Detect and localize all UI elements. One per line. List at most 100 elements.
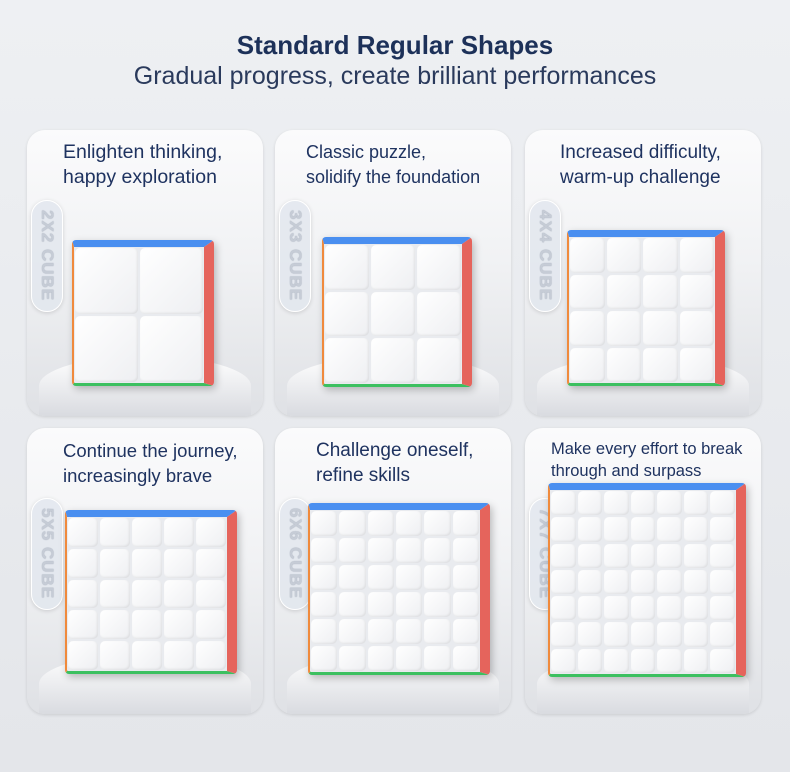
cube-2x2 [72, 240, 214, 386]
card-5x5: Continue the journey, increasingly brave… [27, 428, 263, 714]
cube-tile [452, 511, 479, 536]
cube-tile [657, 569, 682, 595]
cube-tile [424, 619, 451, 644]
cube-tile [367, 619, 394, 644]
cube-tile [164, 579, 194, 609]
cube-tile [710, 569, 735, 595]
cube-tile [396, 646, 423, 671]
cube-tile [196, 579, 226, 609]
cube-tile [630, 596, 656, 621]
cube-tile [657, 517, 682, 542]
cube-tile [371, 338, 415, 383]
cube-tile [132, 610, 162, 640]
cube-tile [452, 646, 479, 671]
cube-tile [630, 491, 656, 516]
cube-tile [683, 543, 709, 568]
cube-tile [604, 622, 629, 647]
cube-tile [577, 569, 603, 595]
cube-tile [100, 579, 130, 609]
cube-tile [339, 565, 366, 590]
cube-tile [570, 238, 605, 273]
cube-tile [630, 517, 656, 542]
cube-tile [710, 596, 735, 621]
cube-tile [606, 311, 641, 346]
cube-tile [325, 291, 369, 337]
cube-tile [100, 518, 130, 547]
cube-tile [367, 565, 394, 590]
cube-tile [679, 274, 714, 309]
cube-tile [710, 543, 735, 568]
cube-tile [679, 347, 714, 382]
cube-tile [311, 511, 338, 536]
cube-tile [396, 538, 423, 563]
cube-tile [606, 238, 641, 273]
size-label-pill: 6X6 CUBE [279, 498, 311, 610]
page-title: Standard Regular Shapes [236, 30, 554, 60]
cube-tile [68, 641, 98, 670]
cube-tile [311, 646, 338, 671]
cube-tile [424, 565, 451, 590]
cube-tile [68, 548, 98, 578]
cube-4x4 [567, 230, 725, 386]
cube-tile [604, 648, 629, 673]
cube-tile [68, 518, 98, 547]
cube-tile [551, 596, 576, 621]
cube-tile [570, 274, 605, 309]
card-text: Challenge oneself, refine skills [316, 440, 474, 486]
cube-tile [710, 648, 735, 673]
cube-tile [606, 274, 641, 309]
cube-tile [132, 579, 162, 609]
cube-tile [196, 548, 226, 578]
cube-tile [311, 565, 338, 590]
cube-tile [643, 238, 678, 273]
cube-tile [75, 316, 138, 382]
page-subtitle: Gradual progress, create brilliant perfo… [133, 62, 657, 90]
cube-tile [577, 596, 603, 621]
size-label-pill: 5X5 CUBE [31, 498, 63, 610]
cube-tile [367, 538, 394, 563]
cube-tile [570, 311, 605, 346]
cube-tile [683, 569, 709, 595]
size-label: 4X4 CUBE [536, 210, 555, 302]
cube-tile [424, 592, 451, 617]
cube-tile [164, 518, 194, 547]
cube-tile [452, 592, 479, 617]
cube-tile [679, 238, 714, 273]
cube-tile [339, 646, 366, 671]
cube-tile [551, 648, 576, 673]
size-label: 5X5 CUBE [38, 508, 57, 600]
cube-tile [339, 592, 366, 617]
cube-tile [396, 565, 423, 590]
cube-tile [339, 538, 366, 563]
cube-tile [657, 648, 682, 673]
cube-tile [551, 491, 576, 516]
cube-tile [132, 641, 162, 670]
cube-tile [424, 538, 451, 563]
cube-tile [75, 248, 138, 314]
cube-tile [424, 646, 451, 671]
cube-tile [424, 511, 451, 536]
cube-tile [604, 596, 629, 621]
cube-tile [371, 291, 415, 337]
size-label: 3X3 CUBE [286, 210, 305, 302]
cube-tile [140, 316, 203, 382]
card-text: Make every effort to break through and s… [551, 440, 743, 480]
size-label: 6X6 CUBE [286, 508, 305, 600]
cube-tile [367, 646, 394, 671]
cube-tile [630, 622, 656, 647]
cube-tile [164, 548, 194, 578]
cube-tile [367, 511, 394, 536]
cube-tile [577, 491, 603, 516]
cube-tile [657, 596, 682, 621]
cube-5x5 [65, 510, 237, 674]
cube-tile [643, 347, 678, 382]
cube-tile [630, 569, 656, 595]
cube-tile [417, 291, 461, 337]
cube-tile [371, 245, 415, 290]
cube-tile [100, 641, 130, 670]
cube-tile [683, 596, 709, 621]
cube-tile [551, 569, 576, 595]
cube-tile [577, 622, 603, 647]
cube-tile [604, 517, 629, 542]
cube-tile [679, 311, 714, 346]
